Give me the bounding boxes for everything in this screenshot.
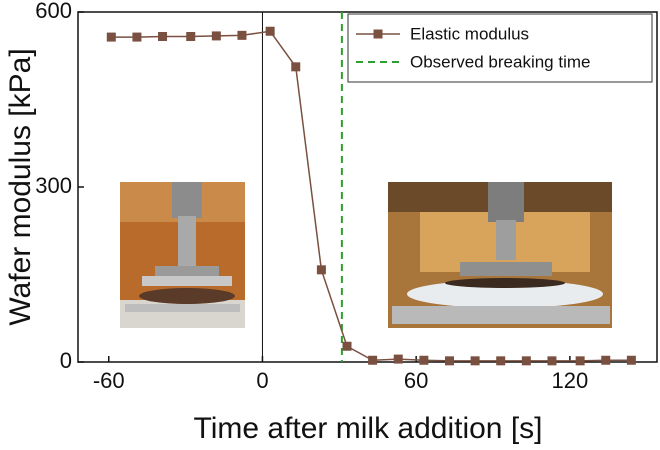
data-point bbox=[419, 355, 429, 365]
x-tick-label: 60 bbox=[404, 368, 428, 393]
legend-label: Observed breaking time bbox=[410, 52, 590, 71]
y-axis-label: Wafer modulus [kPa] bbox=[4, 48, 37, 325]
data-point bbox=[211, 31, 221, 41]
data-point bbox=[132, 32, 142, 42]
data-point bbox=[368, 355, 378, 365]
x-tick-label: 0 bbox=[256, 368, 268, 393]
data-point bbox=[158, 32, 168, 41]
data-point bbox=[444, 356, 454, 366]
data-point bbox=[237, 30, 247, 40]
x-tick-label: 120 bbox=[552, 368, 589, 393]
data-point bbox=[316, 265, 326, 275]
data-point bbox=[265, 26, 275, 36]
data-point bbox=[626, 355, 636, 365]
data-point bbox=[342, 341, 352, 351]
y-tick-label: 0 bbox=[60, 348, 72, 373]
y-tick-label: 300 bbox=[35, 173, 72, 198]
data-point bbox=[496, 356, 506, 366]
data-point bbox=[601, 355, 611, 365]
data-point bbox=[575, 356, 585, 366]
data-point bbox=[106, 32, 116, 42]
y-tick-label: 600 bbox=[35, 0, 72, 23]
photo-dry-wafer bbox=[120, 182, 245, 328]
data-point bbox=[521, 356, 531, 366]
data-point bbox=[291, 62, 301, 72]
legend: Elastic modulus Observed breaking time bbox=[347, 13, 653, 83]
data-point bbox=[470, 356, 480, 366]
legend-marker bbox=[373, 29, 383, 39]
data-point bbox=[393, 354, 403, 364]
data-point bbox=[547, 356, 557, 366]
data-point bbox=[186, 32, 196, 41]
legend-label: Elastic modulus bbox=[410, 24, 529, 43]
x-axis-label: Time after milk addition [s] bbox=[194, 412, 543, 445]
x-tick-label: -60 bbox=[93, 368, 125, 393]
photo-soaked-wafer bbox=[388, 182, 612, 328]
legend-box bbox=[347, 13, 653, 83]
